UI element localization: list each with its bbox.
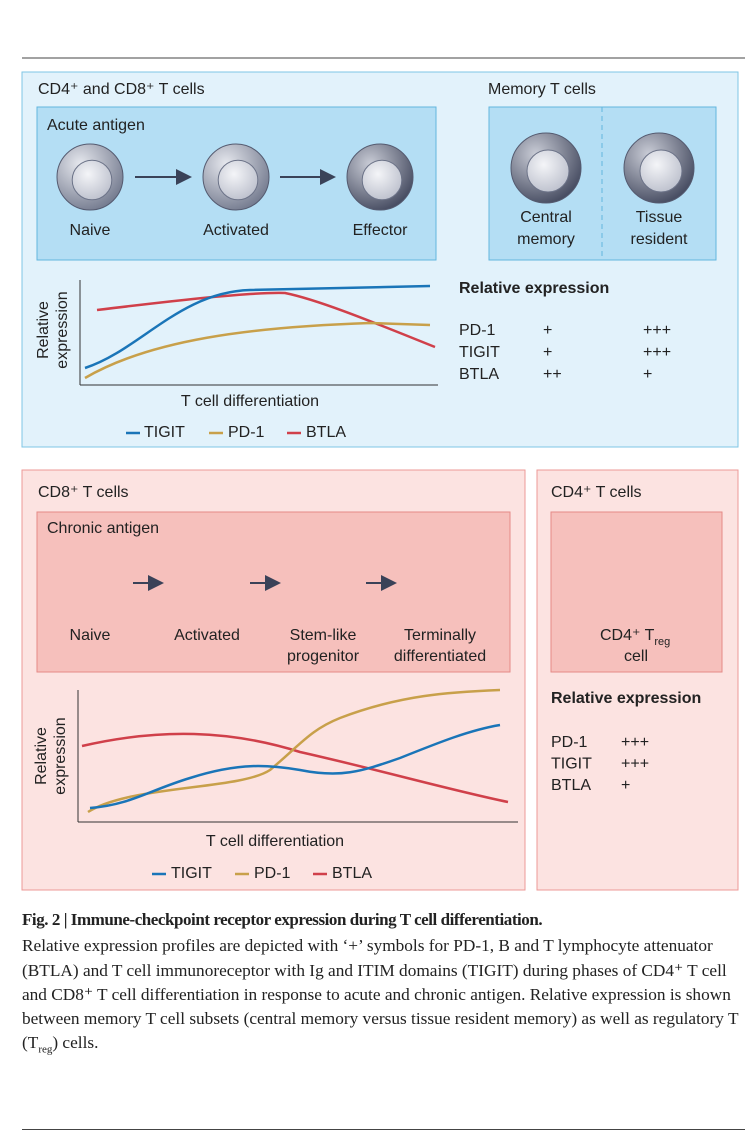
figure: CD4⁺ and CD8⁺ T cells Acute antigen Naiv…	[21, 57, 745, 891]
nucleus	[361, 159, 403, 201]
box-title: Chronic antigen	[47, 520, 159, 537]
curve	[84, 321, 431, 380]
caption-title: Fig. 2 | Immune-checkpoint receptor expr…	[22, 910, 543, 929]
legend-label: PD-1	[228, 424, 265, 441]
x-label: T cell differentiation	[206, 833, 344, 850]
caption-body: ) cells.	[52, 1033, 99, 1053]
table-cell: +++	[643, 344, 671, 361]
table-cell: +	[543, 344, 552, 361]
cell-label: differentiated	[394, 648, 486, 665]
cell-label: Activated	[203, 222, 269, 239]
cell-label: Tissue	[636, 209, 683, 226]
table-cell: +	[543, 322, 552, 339]
cell-label: Central	[520, 209, 572, 226]
table-cell: +++	[621, 734, 649, 751]
cell-label-sub: reg	[654, 636, 670, 648]
table-cell: +	[643, 366, 652, 383]
y-label: expression	[54, 291, 71, 368]
caption-sub: reg	[38, 1043, 53, 1056]
legend-label: TIGIT	[171, 865, 212, 882]
legend: TIGIT PD-1 BTLA	[126, 424, 346, 441]
cell-label: progenitor	[287, 648, 360, 665]
y-label: Relative	[33, 727, 50, 785]
curve	[89, 723, 501, 810]
curve	[84, 284, 431, 370]
curve	[96, 291, 436, 349]
panel-title: CD8⁺ T cells	[38, 484, 129, 501]
cell-label: Terminally	[404, 627, 476, 644]
cell-label: Naive	[70, 222, 111, 239]
caption-body: Relative expression profiles are depicte…	[22, 936, 739, 1053]
cell-label: cell	[624, 648, 648, 665]
table-cell: +++	[621, 756, 649, 773]
cell-label: resident	[631, 231, 688, 248]
table-cell: +++	[643, 322, 671, 339]
table-cell: +	[621, 777, 630, 794]
legend-label: BTLA	[306, 424, 346, 441]
nucleus	[71, 159, 113, 201]
box-title: Acute antigen	[47, 117, 145, 134]
cell-label: Stem-like	[290, 627, 357, 644]
table-cell: PD-1	[459, 322, 496, 339]
curve	[81, 732, 509, 804]
table-cell: BTLA	[551, 777, 591, 794]
table-cell: TIGIT	[459, 344, 500, 361]
rule	[22, 1129, 745, 1130]
table-title: Relative expression	[551, 690, 701, 707]
legend-label: BTLA	[332, 865, 372, 882]
panel-title: CD4⁺ T cells	[551, 484, 642, 501]
cell-label-main: CD4⁺ T	[600, 627, 655, 644]
box	[36, 511, 511, 673]
panel-title: CD4⁺ and CD8⁺ T cells	[38, 81, 205, 98]
y-label: Relative	[35, 301, 52, 359]
legend-label: TIGIT	[144, 424, 185, 441]
curve	[87, 688, 501, 814]
cell-label: Activated	[174, 627, 240, 644]
table-cell: BTLA	[459, 366, 499, 383]
cell-label: CD4⁺ Treg	[600, 627, 670, 648]
nucleus	[526, 149, 570, 193]
nucleus	[639, 149, 683, 193]
y-label: expression	[52, 717, 69, 794]
nucleus	[217, 159, 259, 201]
caption: Fig. 2 | Immune-checkpoint receptor expr…	[22, 908, 742, 1062]
table-cell: TIGIT	[551, 756, 592, 773]
table-cell: PD-1	[551, 734, 588, 751]
panel-title: Memory T cells	[488, 81, 596, 98]
table-cell: ++	[543, 366, 562, 383]
legend-label: PD-1	[254, 865, 291, 882]
cell-label: Naive	[70, 627, 111, 644]
cell-label: memory	[517, 231, 575, 248]
legend: TIGIT PD-1 BTLA	[152, 865, 372, 882]
x-label: T cell differentiation	[181, 393, 319, 410]
box	[550, 511, 723, 673]
cell-label: Effector	[353, 222, 409, 239]
table-title: Relative expression	[459, 280, 609, 297]
